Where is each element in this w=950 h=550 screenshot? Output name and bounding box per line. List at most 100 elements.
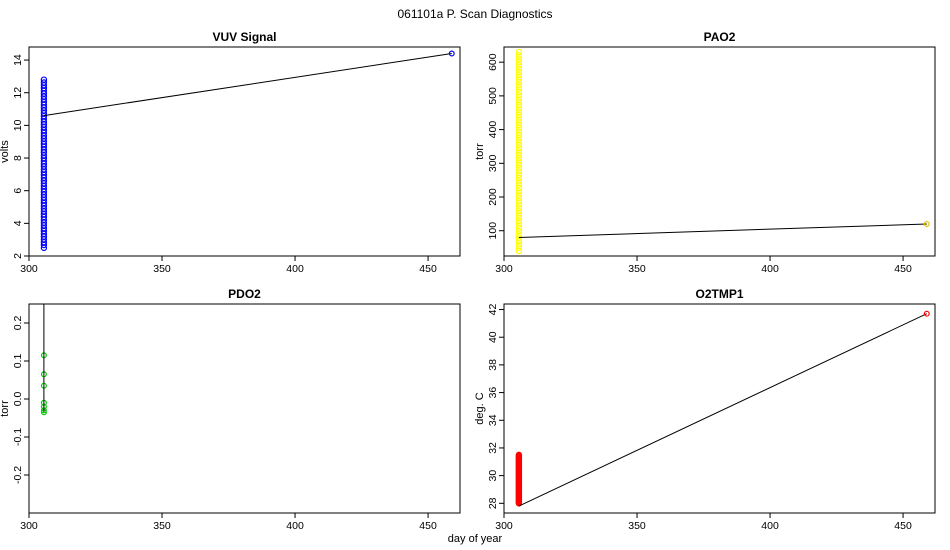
data-point [515,118,523,125]
y-tick-label: 0.0 [12,392,24,407]
plot-frame [28,303,461,514]
chart-panel: PDO2 torr 300 350 400 450 -0.2 -0.1 0.0 0.1 0.2 [0,287,461,532]
data-point [515,125,523,132]
data-point [515,178,523,185]
y-tick-label: 500 [487,87,499,105]
data-point [515,211,523,218]
data-point [515,217,523,225]
x-tick-label: 400 [761,520,779,532]
x-tick-label: 350 [628,520,646,532]
chart-title: PAO2 [704,30,736,44]
y-tick-label: 4 [12,220,24,226]
data-point [515,88,523,96]
outlier-point [448,50,455,57]
plot-frame [503,46,936,257]
y-axis-label: volts [0,140,11,163]
y-tick-label: 0.2 [12,316,24,331]
x-tick-label: 400 [761,263,779,275]
x-tick-label: 450 [894,520,912,532]
data-point [515,62,523,69]
data-point [515,244,523,251]
data-point [515,144,523,152]
y-tick-label: 30 [487,470,499,482]
y-tick-label: 8 [12,155,24,161]
data-point [515,148,523,155]
data-point [515,247,523,255]
x-tick-label: 450 [419,263,437,275]
data-point [515,168,523,175]
data-point [515,85,523,92]
data-point [515,115,523,122]
data-point [515,65,523,72]
y-axis-label: deg. C [474,392,486,424]
data-layer [40,50,455,252]
y-tick-label: 12 [12,87,24,99]
data-point [40,79,48,86]
y-tick-label: 0.1 [12,354,24,369]
data-point [515,174,523,182]
y-tick-label: 400 [487,121,499,139]
y-tick-label: -0.2 [12,466,24,484]
y-tick-label: 36 [487,387,499,399]
data-point [515,188,523,195]
data-point [515,78,523,86]
x-tick-label: 300 [495,520,513,532]
x-tick-label: 400 [286,263,304,275]
y-tick-label: 34 [487,414,499,426]
data-point [515,191,523,198]
data-point [515,171,523,178]
plot-frame [28,46,461,257]
y-tick-label: 14 [12,54,24,66]
data-point [515,184,523,192]
data-point [515,52,523,59]
data-point [515,451,523,459]
y-tick-label: 42 [487,304,499,316]
data-point [515,111,523,119]
data-layer [40,304,47,416]
chart-panel: O2TMP1 deg. C 300 350 400 450 28 30 32 34 36 38 40 42 [474,287,936,532]
data-point [515,154,523,162]
x-tick-label: 350 [153,520,171,532]
data-point [515,68,523,76]
chart-title: O2TMP1 [695,287,743,301]
y-axis-label: torr [474,143,486,160]
x-tick-label: 450 [419,520,437,532]
outlier-point [923,310,930,317]
data-point [515,55,523,62]
x-tick-label: 300 [20,520,38,532]
data-point [515,204,523,212]
y-tick-label: 10 [12,119,24,131]
data-point [515,48,523,56]
x-tick-label: 350 [153,263,171,275]
data-point [515,82,523,89]
x-tick-label: 450 [894,263,912,275]
y-tick-label: 40 [487,331,499,343]
y-tick-label: 100 [487,222,499,240]
x-tick-label: 300 [495,263,513,275]
data-point [515,164,523,172]
chart-title: PDO2 [228,287,261,301]
data-point [515,58,523,66]
series-line [518,223,927,238]
shared-x-axis-label: day of year [448,533,503,545]
chart-title: VUV Signal [212,30,276,44]
series-line [518,313,927,507]
data-layer [515,48,930,255]
y-tick-label: 32 [487,442,499,454]
y-tick-label: 2 [12,253,24,259]
y-axis-label: torr [0,400,11,417]
data-point [515,214,523,221]
x-tick-label: 350 [628,263,646,275]
data-point [515,105,523,112]
data-point [515,194,523,202]
data-point [515,98,523,105]
chart-panel: VUV Signal volts 300 350 400 450 2 4 6 8 10 12 14 [0,30,461,275]
x-tick-label: 400 [286,520,304,532]
data-point [515,128,523,135]
plot-frame [503,303,936,514]
data-point [515,95,523,102]
series-line [43,53,452,117]
y-tick-label: 6 [12,188,24,194]
